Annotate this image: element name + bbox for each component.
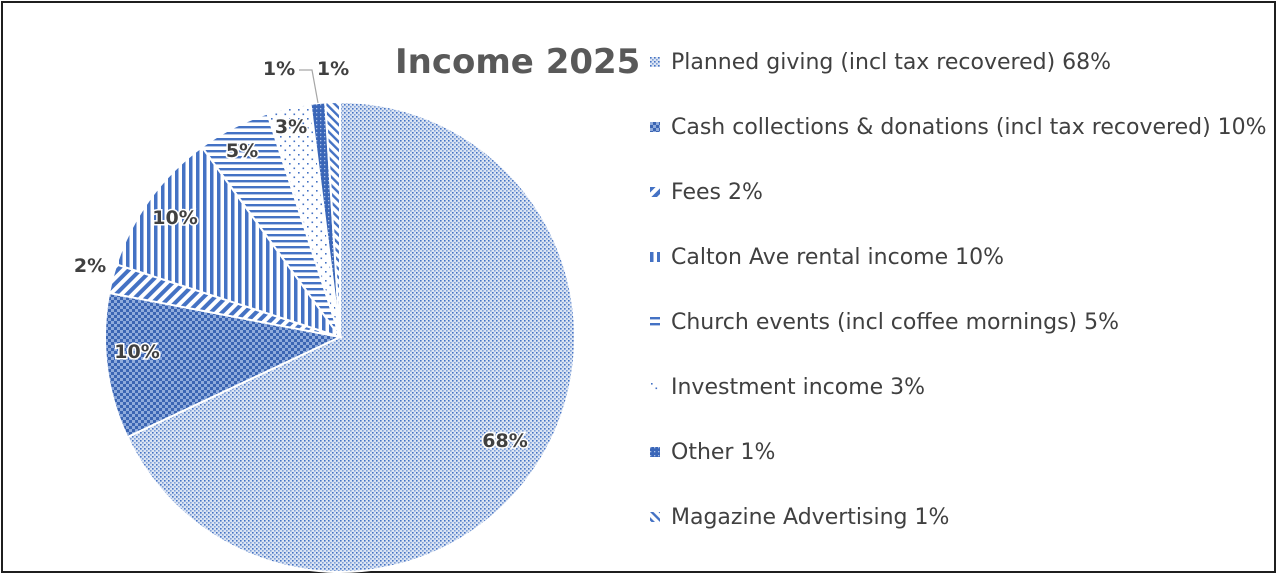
legend-swatch-3 <box>650 187 660 197</box>
data-labels: 68% 10% 2% 10% 5% 3% 1% 1% <box>72 57 529 454</box>
legend-swatch-8 <box>650 512 660 522</box>
legend-label-8: Magazine Advertising 1% <box>671 504 950 530</box>
legend-item-1: Planned giving (incl tax recovered) 68% <box>650 42 1111 82</box>
leader-lines <box>299 69 319 104</box>
legend-label-1: Planned giving (incl tax recovered) 68% <box>671 49 1112 75</box>
legend-item-2: Cash collections & donations (incl tax r… <box>650 107 1267 147</box>
data-label-1: 68% <box>482 430 527 452</box>
legend-label-2: Cash collections & donations (incl tax r… <box>671 114 1267 140</box>
leader-line-other <box>299 69 319 104</box>
pie-slice-1 <box>126 100 577 573</box>
pie-slice-2 <box>104 291 344 439</box>
pie-slice-4 <box>115 145 343 339</box>
data-label-2: 10% <box>114 341 159 363</box>
legend-swatch-1 <box>650 57 660 67</box>
chart-title: Income 2025 <box>395 42 641 82</box>
legend-item-8: Magazine Advertising 1% <box>650 497 949 537</box>
legend-swatch-6 <box>650 382 660 392</box>
legend-swatch-7 <box>650 447 660 457</box>
legend-item-4: Calton Ave rental income 10% <box>650 237 1004 277</box>
data-label-4: 10% <box>152 207 197 229</box>
legend-swatch-5 <box>650 317 660 327</box>
pie-slice-8 <box>324 100 341 338</box>
legend-swatch-2 <box>650 122 660 132</box>
data-label-8: 1% <box>317 58 349 80</box>
legend-item-6: Investment income 3% <box>650 367 925 407</box>
pie-slices <box>104 100 577 573</box>
legend-item-5: Church events (incl coffee mornings) 5% <box>650 302 1119 342</box>
legend-label-4: Calton Ave rental income 10% <box>671 244 1005 270</box>
data-label-5: 5% <box>226 140 258 162</box>
data-label-7: 1% <box>263 58 295 80</box>
data-label-6: 3% <box>275 116 307 138</box>
legend-item-7: Other 1% <box>650 432 775 472</box>
legend-label-3: Fees 2% <box>671 179 763 205</box>
data-label-3: 2% <box>74 255 106 277</box>
legend-label-5: Church events (incl coffee mornings) 5% <box>671 309 1120 335</box>
legend-swatch-4 <box>650 252 660 262</box>
legend-label-6: Investment income 3% <box>671 374 926 400</box>
legend-label-7: Other 1% <box>671 439 776 465</box>
legend-item-3: Fees 2% <box>650 172 763 212</box>
